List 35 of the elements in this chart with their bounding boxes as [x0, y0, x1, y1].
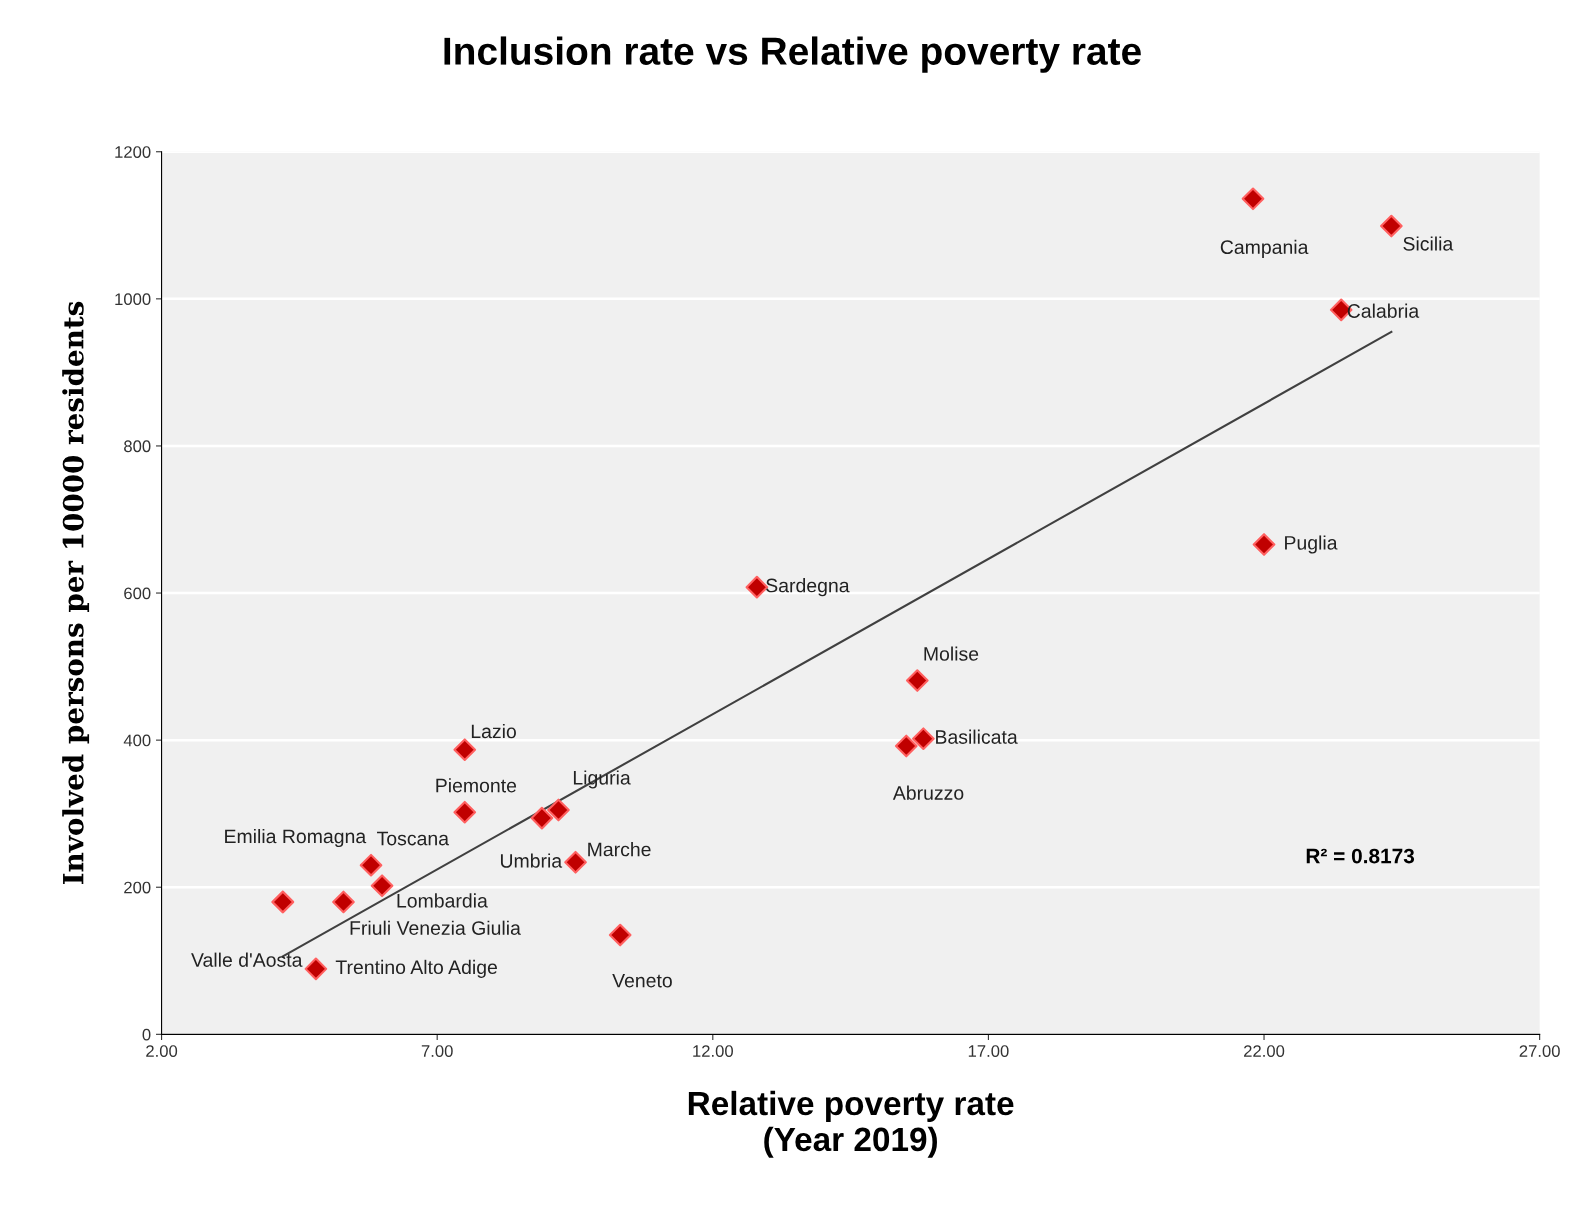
x-tick-label: 27.00 [1519, 1045, 1560, 1057]
annotation: Veneto [612, 973, 672, 988]
annotation: Umbria [500, 853, 563, 868]
annotation: Toscana [377, 831, 450, 846]
annotation: Campania [1220, 239, 1309, 258]
x-tick-label: 17.00 [968, 1045, 1009, 1057]
annotation: Abruzzo [892, 785, 964, 800]
x-axis-title: Relative poverty rate (Year 2019) [688, 1090, 1014, 1158]
annotation: Trentino Alto Adige [335, 959, 497, 978]
annotation: Marche [588, 842, 651, 857]
annotation: Molise [924, 646, 979, 661]
annotation: Emilia Romagna [225, 828, 367, 848]
y-tick-label: 1200 [115, 146, 151, 158]
chart-title: Inclusion rate vs Relative poverty rate [444, 36, 1141, 73]
annotation: Sicilia [1403, 236, 1454, 251]
y-tick-label: 0 [142, 1028, 151, 1041]
annotation: Lazio [471, 723, 516, 739]
annotation: Puglia [1285, 535, 1338, 554]
annotation: Sardegna [766, 578, 850, 597]
y-tick-label: 200 [124, 881, 151, 894]
annotation: R² = 0.8173 [1306, 848, 1415, 864]
y-axis-title: Involved persons per 10000 residents [62, 301, 90, 885]
y-tick-label: 400 [123, 734, 151, 747]
x-tick-label: 12.00 [693, 1045, 733, 1057]
x-tick-label: 22.00 [1244, 1045, 1285, 1057]
annotation: Valle d'Aosta [191, 952, 303, 967]
y-tick-label: 800 [124, 440, 151, 453]
y-tick-label: 600 [124, 587, 151, 600]
annotation: Friuli Venezia Giulia [350, 920, 521, 935]
x-tick-label: 7.00 [421, 1045, 453, 1057]
y-tick-label: 1000 [115, 293, 151, 306]
annotation: Basilicata [936, 729, 1018, 744]
annotation: Lombardia [397, 893, 488, 908]
x-tick-label: 2.00 [146, 1045, 178, 1057]
annotation: Piemonte [436, 778, 517, 793]
